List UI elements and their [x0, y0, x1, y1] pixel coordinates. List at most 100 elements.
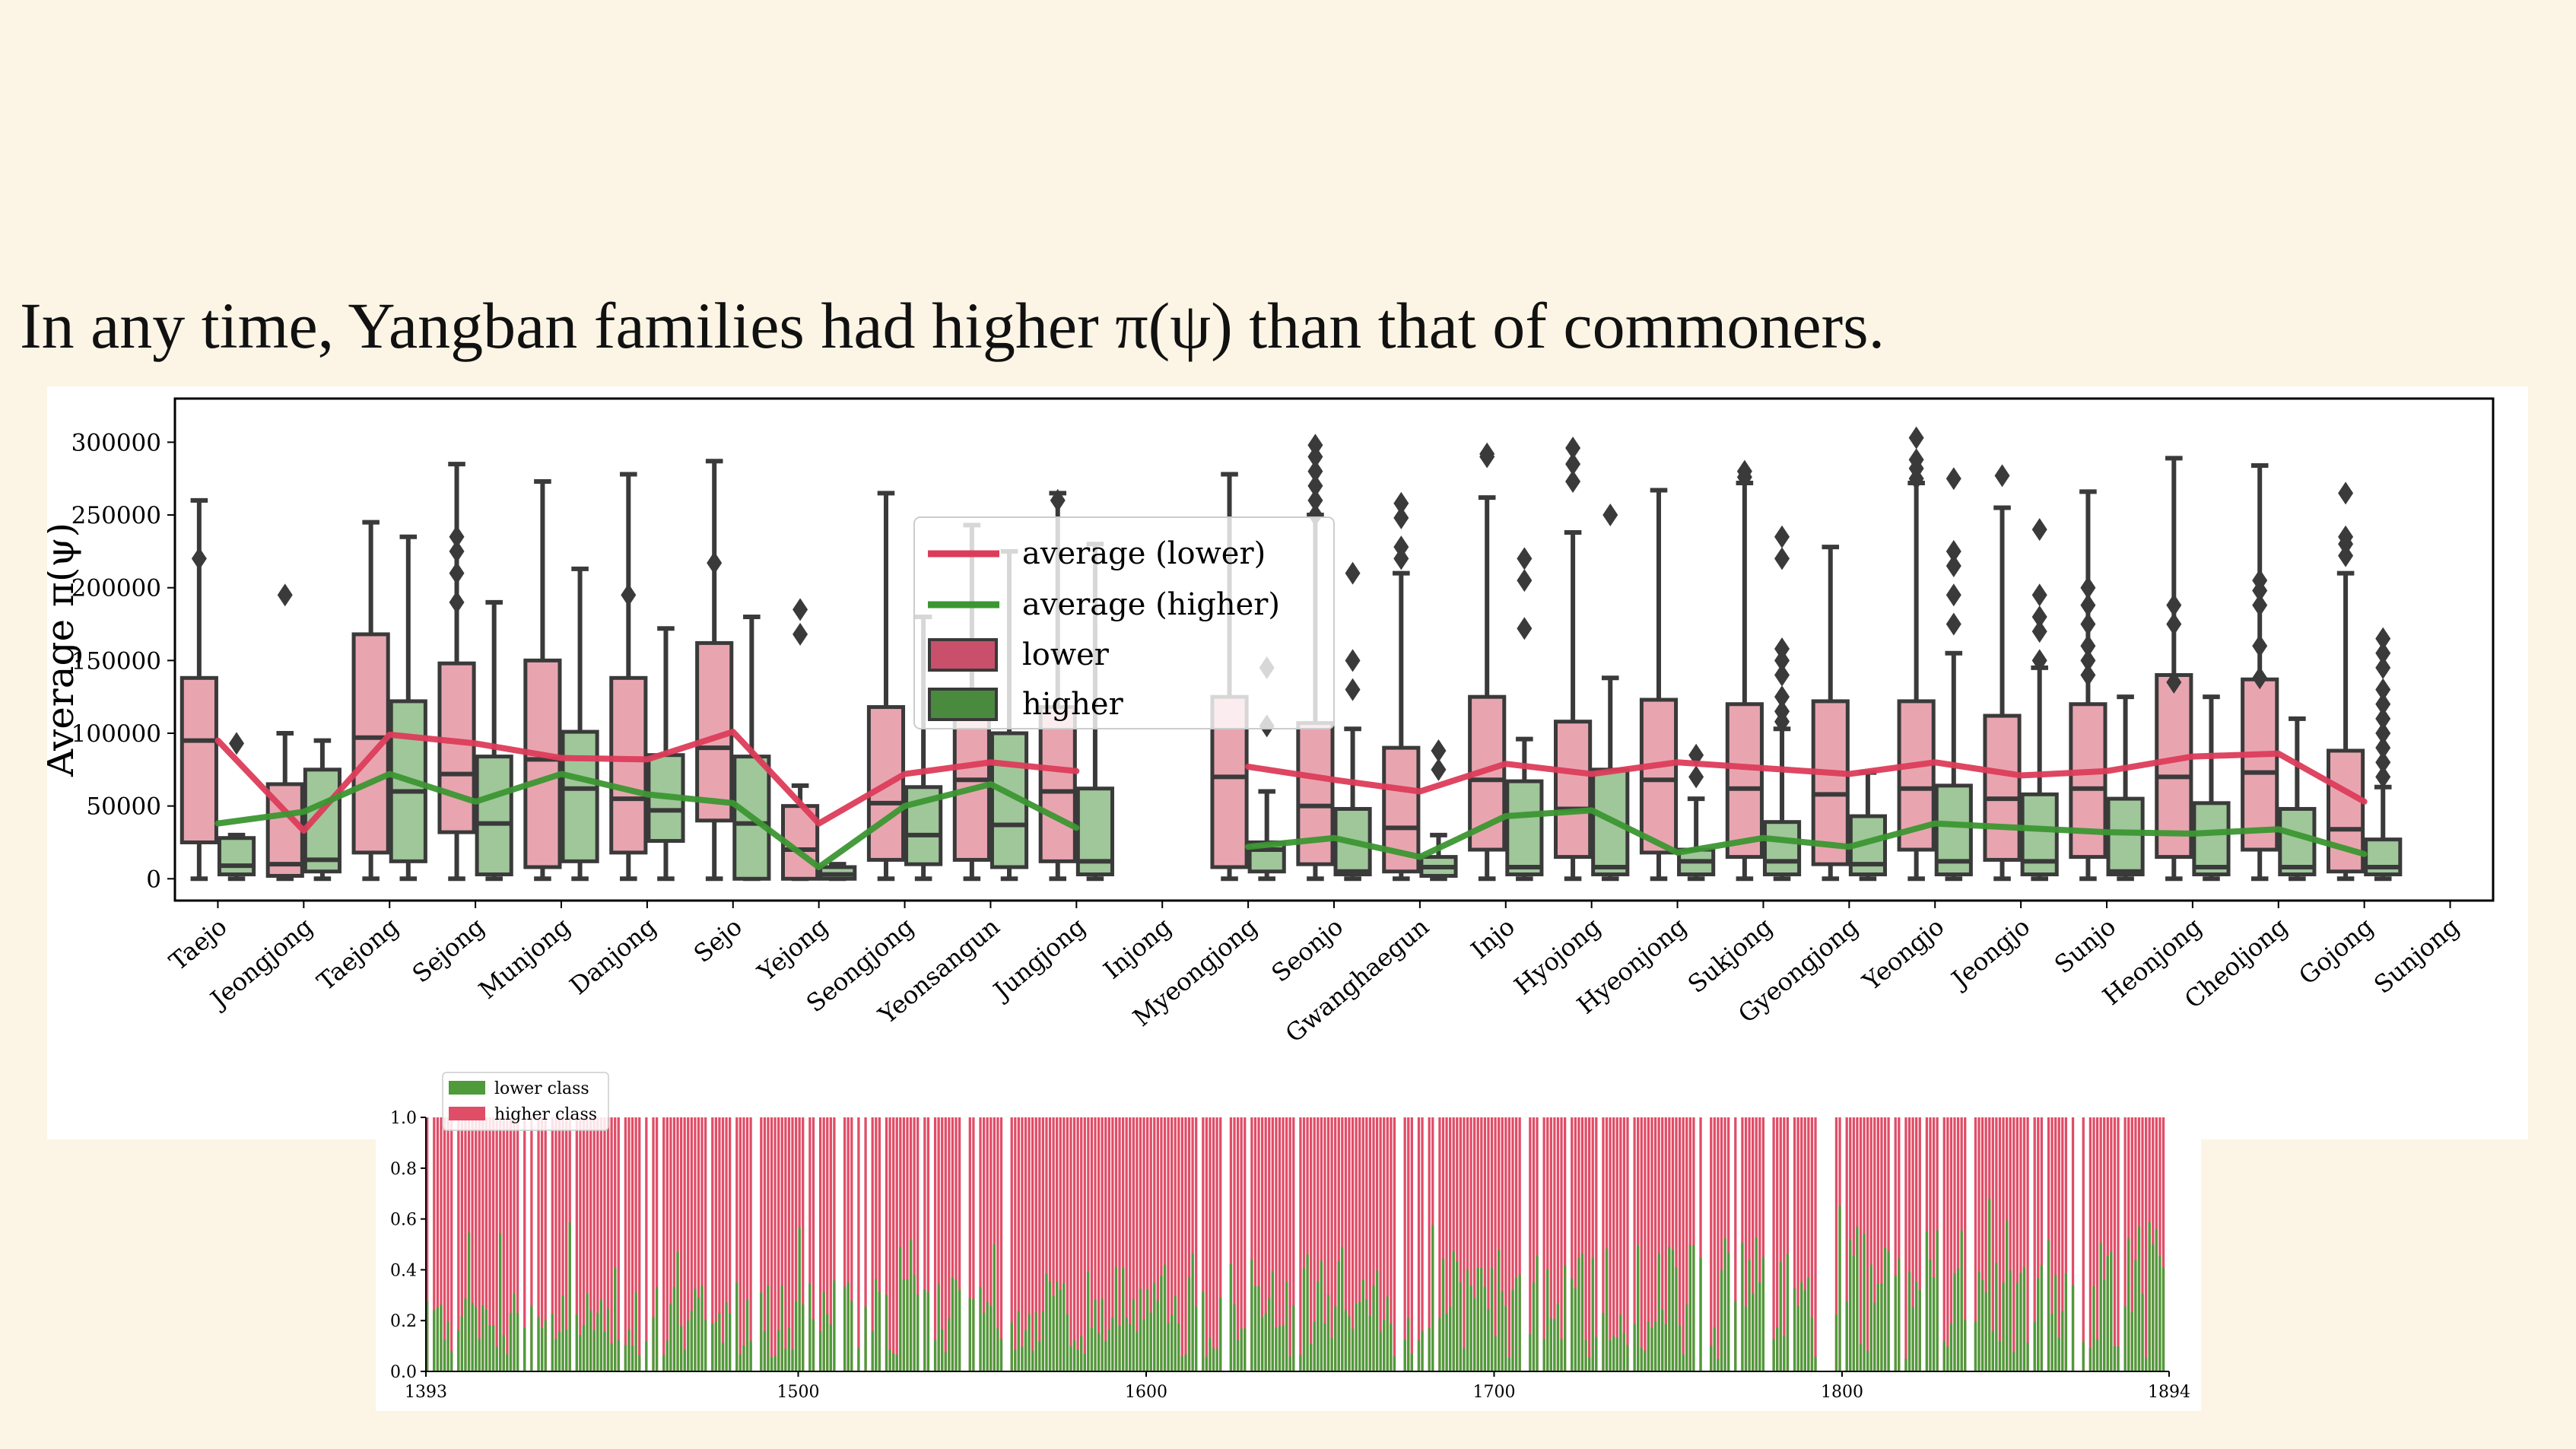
bar-lower-class — [1344, 1310, 1348, 1371]
bar-lower-class — [1501, 1291, 1504, 1371]
bar-higher-class — [1153, 1117, 1156, 1371]
x-tick-label: Yeongjo — [1857, 912, 1949, 996]
bar-higher-class — [495, 1117, 498, 1371]
bar-lower-class — [906, 1279, 909, 1371]
bar-lower-class — [1991, 1330, 1994, 1371]
bar-lower-class — [1640, 1348, 1643, 1371]
bar-lower-class — [488, 1325, 491, 1371]
bar-lower-class — [446, 1320, 449, 1371]
outlier-marker — [2375, 707, 2391, 730]
bar-lower-class — [516, 1312, 519, 1371]
bar-lower-class — [1699, 1257, 1702, 1371]
bar-higher-class — [1542, 1117, 1545, 1371]
bar-higher-class — [1907, 1117, 1911, 1371]
boxplot-chart: 0 50000 100000 150000 200000 250000 300000 Aver… — [38, 397, 2495, 1048]
bar-higher-class — [2064, 1117, 2068, 1371]
bar-higher-class — [2050, 1117, 2053, 1371]
bar-lower-class — [2144, 1358, 2148, 1371]
bar-lower-class — [557, 1332, 561, 1371]
box-lower-Hyeonjong — [1639, 488, 1679, 882]
bar-lower-class — [599, 1299, 603, 1371]
average-line-lower — [214, 729, 2368, 834]
bar-lower-class — [1800, 1282, 1803, 1371]
bar-higher-class — [812, 1117, 815, 1371]
bar-lower-class — [443, 1339, 446, 1371]
bar-higher-class — [895, 1117, 898, 1371]
bar-higher-class — [1873, 1117, 1876, 1371]
outlier-marker — [1345, 678, 1361, 701]
bar-lower-class — [2019, 1273, 2022, 1371]
outlier-marker — [1736, 466, 1752, 489]
bar-lower-class — [1563, 1265, 1567, 1371]
bar-higher-class — [704, 1117, 707, 1371]
bar-higher-class — [1292, 1117, 1295, 1371]
bar-higher-class — [1664, 1117, 1667, 1371]
bar-higher-class — [586, 1117, 589, 1371]
outlier-marker — [449, 525, 465, 548]
bar-higher-class — [1953, 1117, 1956, 1371]
bar-lower-class — [993, 1244, 996, 1371]
bar-lower-class — [655, 1287, 659, 1371]
bar-lower-class — [1195, 1306, 1198, 1371]
bar-higher-class — [878, 1117, 881, 1371]
outlier-marker — [1688, 765, 1704, 789]
bar-lower-class — [1741, 1242, 1744, 1371]
outlier-marker — [2375, 765, 2391, 789]
bar-higher-class — [579, 1117, 582, 1371]
bar-higher-class — [1441, 1117, 1445, 1371]
outlier-marker — [2375, 736, 2391, 760]
bar-higher-class — [1633, 1117, 1636, 1371]
bar-lower-class — [1250, 1259, 1253, 1371]
bar-higher-class — [1271, 1117, 1274, 1371]
bar-higher-class — [457, 1117, 460, 1371]
bar-lower-class — [1898, 1258, 1901, 1371]
bar-lower-class — [780, 1285, 783, 1371]
bar-lower-class — [1253, 1286, 1257, 1371]
bar-higher-class — [596, 1117, 599, 1371]
bar-higher-class — [2130, 1117, 2133, 1371]
slide-title: In any time, Yangban families had higher… — [20, 289, 1885, 362]
bar-lower-class — [2117, 1346, 2120, 1371]
bar-lower-class — [1104, 1340, 1107, 1371]
bar-higher-class — [1980, 1117, 1984, 1371]
legend-label: higher class — [494, 1105, 597, 1124]
bar-lower-class — [1034, 1312, 1037, 1371]
bar-higher-class — [1483, 1117, 1487, 1371]
legend-box — [913, 516, 1335, 729]
bar-lower-class — [1849, 1240, 1852, 1371]
bar-lower-class — [544, 1320, 547, 1371]
legend-patch — [449, 1107, 485, 1120]
bar-higher-class — [1344, 1117, 1348, 1371]
bar-lower-class — [2033, 1321, 2036, 1371]
bar-higher-class — [1202, 1117, 1205, 1371]
outlier-marker — [2166, 671, 2182, 694]
bar-higher-class — [1139, 1117, 1142, 1371]
bar-lower-class — [1184, 1354, 1187, 1371]
bar-lower-class — [944, 1352, 947, 1371]
bar-higher-class — [818, 1117, 822, 1371]
bar-lower-class — [802, 1304, 805, 1371]
box-iqr — [2278, 806, 2317, 877]
bar-lower-class — [1438, 1317, 1441, 1371]
bar-lower-class — [1752, 1294, 1755, 1371]
bar-lower-class — [1292, 1305, 1295, 1371]
bar-higher-class — [1028, 1117, 1031, 1371]
bar-lower-class — [1810, 1317, 1814, 1371]
bar-higher-class — [1580, 1117, 1584, 1371]
bar-higher-class — [1752, 1117, 1755, 1371]
bar-higher-class — [1083, 1117, 1086, 1371]
bar-higher-class — [1622, 1117, 1626, 1371]
outlier-marker — [1050, 488, 1066, 512]
bar-higher-class — [1529, 1117, 1532, 1371]
bar-higher-class — [436, 1117, 440, 1371]
bar-higher-class — [1191, 1117, 1194, 1371]
bar-lower-class — [1542, 1339, 1545, 1371]
bar-higher-class — [1330, 1117, 1333, 1371]
bar-higher-class — [1605, 1117, 1609, 1371]
outlier-marker — [449, 539, 465, 563]
bar-lower-class — [1653, 1321, 1657, 1371]
bar-higher-class — [916, 1117, 920, 1371]
y-tick-label: 50000 — [86, 793, 161, 821]
outlier-marker — [2080, 649, 2096, 672]
bar-higher-class — [1800, 1117, 1803, 1371]
